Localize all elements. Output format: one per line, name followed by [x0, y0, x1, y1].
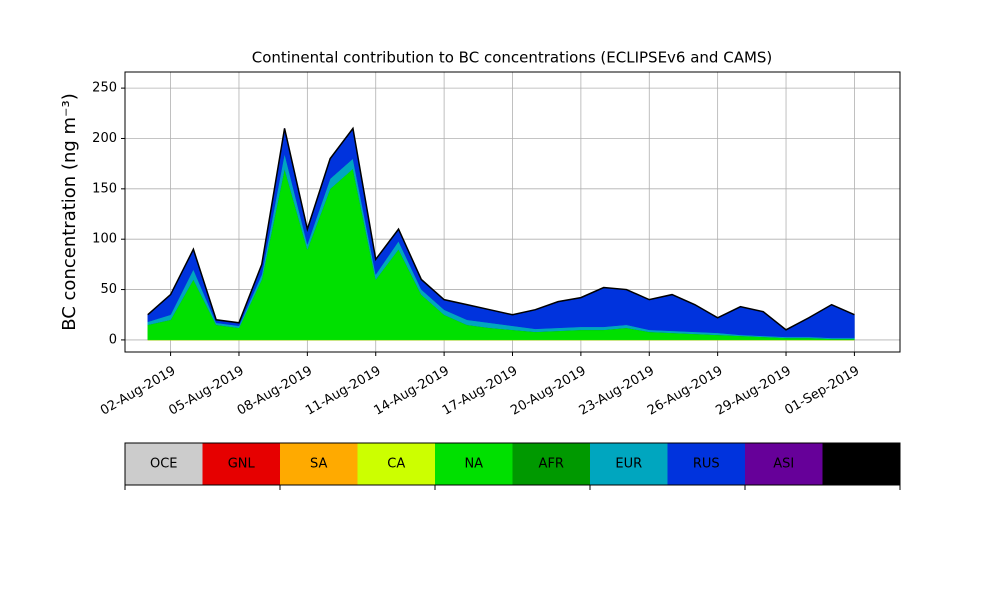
- x-tick-label: 23-Aug-2019: [577, 364, 657, 419]
- y-tick-label: 50: [100, 282, 117, 297]
- x-tick-label: 17-Aug-2019: [440, 364, 520, 419]
- x-tick-label: 29-Aug-2019: [713, 364, 793, 419]
- legend-label: GNL: [228, 457, 256, 472]
- x-tick-label: 20-Aug-2019: [508, 364, 588, 419]
- legend-swatch: [280, 443, 358, 485]
- legend-label: AUS: [848, 457, 875, 472]
- legend-label: CA: [387, 457, 405, 472]
- y-tick-label: 0: [109, 332, 117, 347]
- legend-label: RUS: [693, 457, 720, 472]
- x-tick-label: 02-Aug-2019: [98, 364, 178, 419]
- legend-swatch: [590, 443, 668, 485]
- legend-swatch: [667, 443, 745, 485]
- x-tick-label: 05-Aug-2019: [166, 364, 246, 419]
- legend-swatch: [202, 443, 280, 485]
- legend-swatch: [822, 443, 900, 485]
- legend-swatch: [357, 443, 435, 485]
- legend-swatch: [745, 443, 823, 485]
- area: [147, 126, 855, 331]
- y-tick-label: 100: [92, 232, 117, 247]
- chart-title: Continental contribution to BC concentra…: [252, 49, 773, 67]
- y-tick-label: 250: [92, 81, 117, 96]
- x-tick-label: 01-Sep-2019: [782, 364, 862, 419]
- legend-label: ASI: [773, 457, 794, 472]
- legend-swatch: [435, 443, 513, 485]
- y-tick-label: 150: [92, 181, 117, 196]
- legend-swatch: [125, 443, 203, 485]
- y-tick-label: 200: [92, 131, 117, 146]
- x-tick-label: 14-Aug-2019: [372, 364, 452, 419]
- legend-label: EUR: [615, 457, 642, 472]
- y-axis-label: BC concentration (ng m⁻³): [59, 93, 80, 331]
- legend-label: AFR: [539, 457, 564, 472]
- x-tick-label: 26-Aug-2019: [645, 364, 725, 419]
- legend-frame: [124, 442, 901, 486]
- x-tick-label: 08-Aug-2019: [235, 364, 315, 419]
- legend-label: SA: [310, 457, 327, 472]
- legend-label: NA: [464, 457, 483, 472]
- x-tick-label: 11-Aug-2019: [303, 364, 383, 419]
- legend-label: OCE: [150, 457, 178, 472]
- plot-frame: [124, 71, 901, 353]
- legend-swatch: [512, 443, 590, 485]
